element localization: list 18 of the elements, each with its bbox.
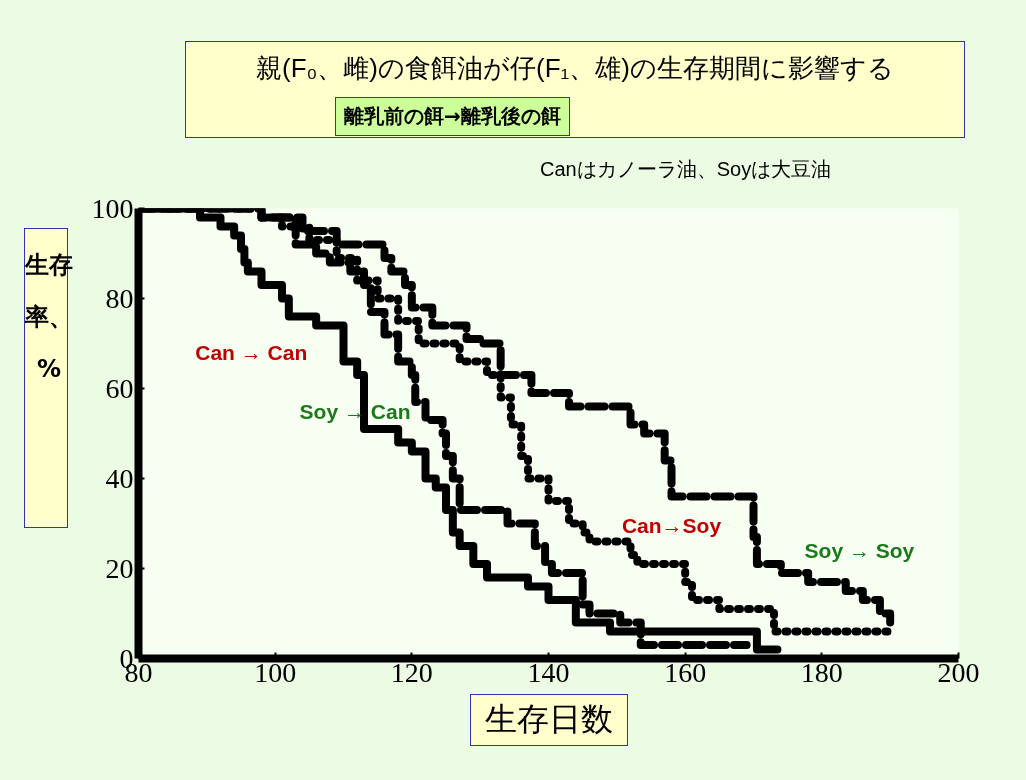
x-tick-label: 160 bbox=[664, 656, 707, 688]
series-label: Can→Soy bbox=[621, 514, 722, 538]
x-tick-label: 100 bbox=[254, 656, 297, 688]
series-label: Can → Can bbox=[195, 341, 308, 365]
text: Canはカノーラ油、Soyは大豆油 bbox=[540, 156, 832, 182]
y-tick-label: 40 bbox=[105, 462, 134, 494]
x-tick-label: 140 bbox=[527, 656, 570, 688]
chart-title: 親(F₀、雌)の食餌油が仔(F₁、雄)の生存期間に影響する bbox=[256, 52, 894, 85]
x-tick-label: 180 bbox=[800, 656, 843, 688]
y-tick-label: 60 bbox=[105, 372, 134, 404]
x-axis-title: 生存日数 bbox=[485, 699, 613, 741]
y-tick-label: 100 bbox=[91, 192, 134, 224]
series-label: Soy → Soy bbox=[804, 539, 915, 563]
y-tick-label: 80 bbox=[105, 282, 134, 314]
chart-subtitle: 離乳前の餌→離乳後の餌 bbox=[344, 103, 561, 131]
y-tick-label: 20 bbox=[105, 552, 134, 584]
x-tick-label: 200 bbox=[937, 656, 980, 688]
x-tick-label: 120 bbox=[390, 656, 433, 688]
